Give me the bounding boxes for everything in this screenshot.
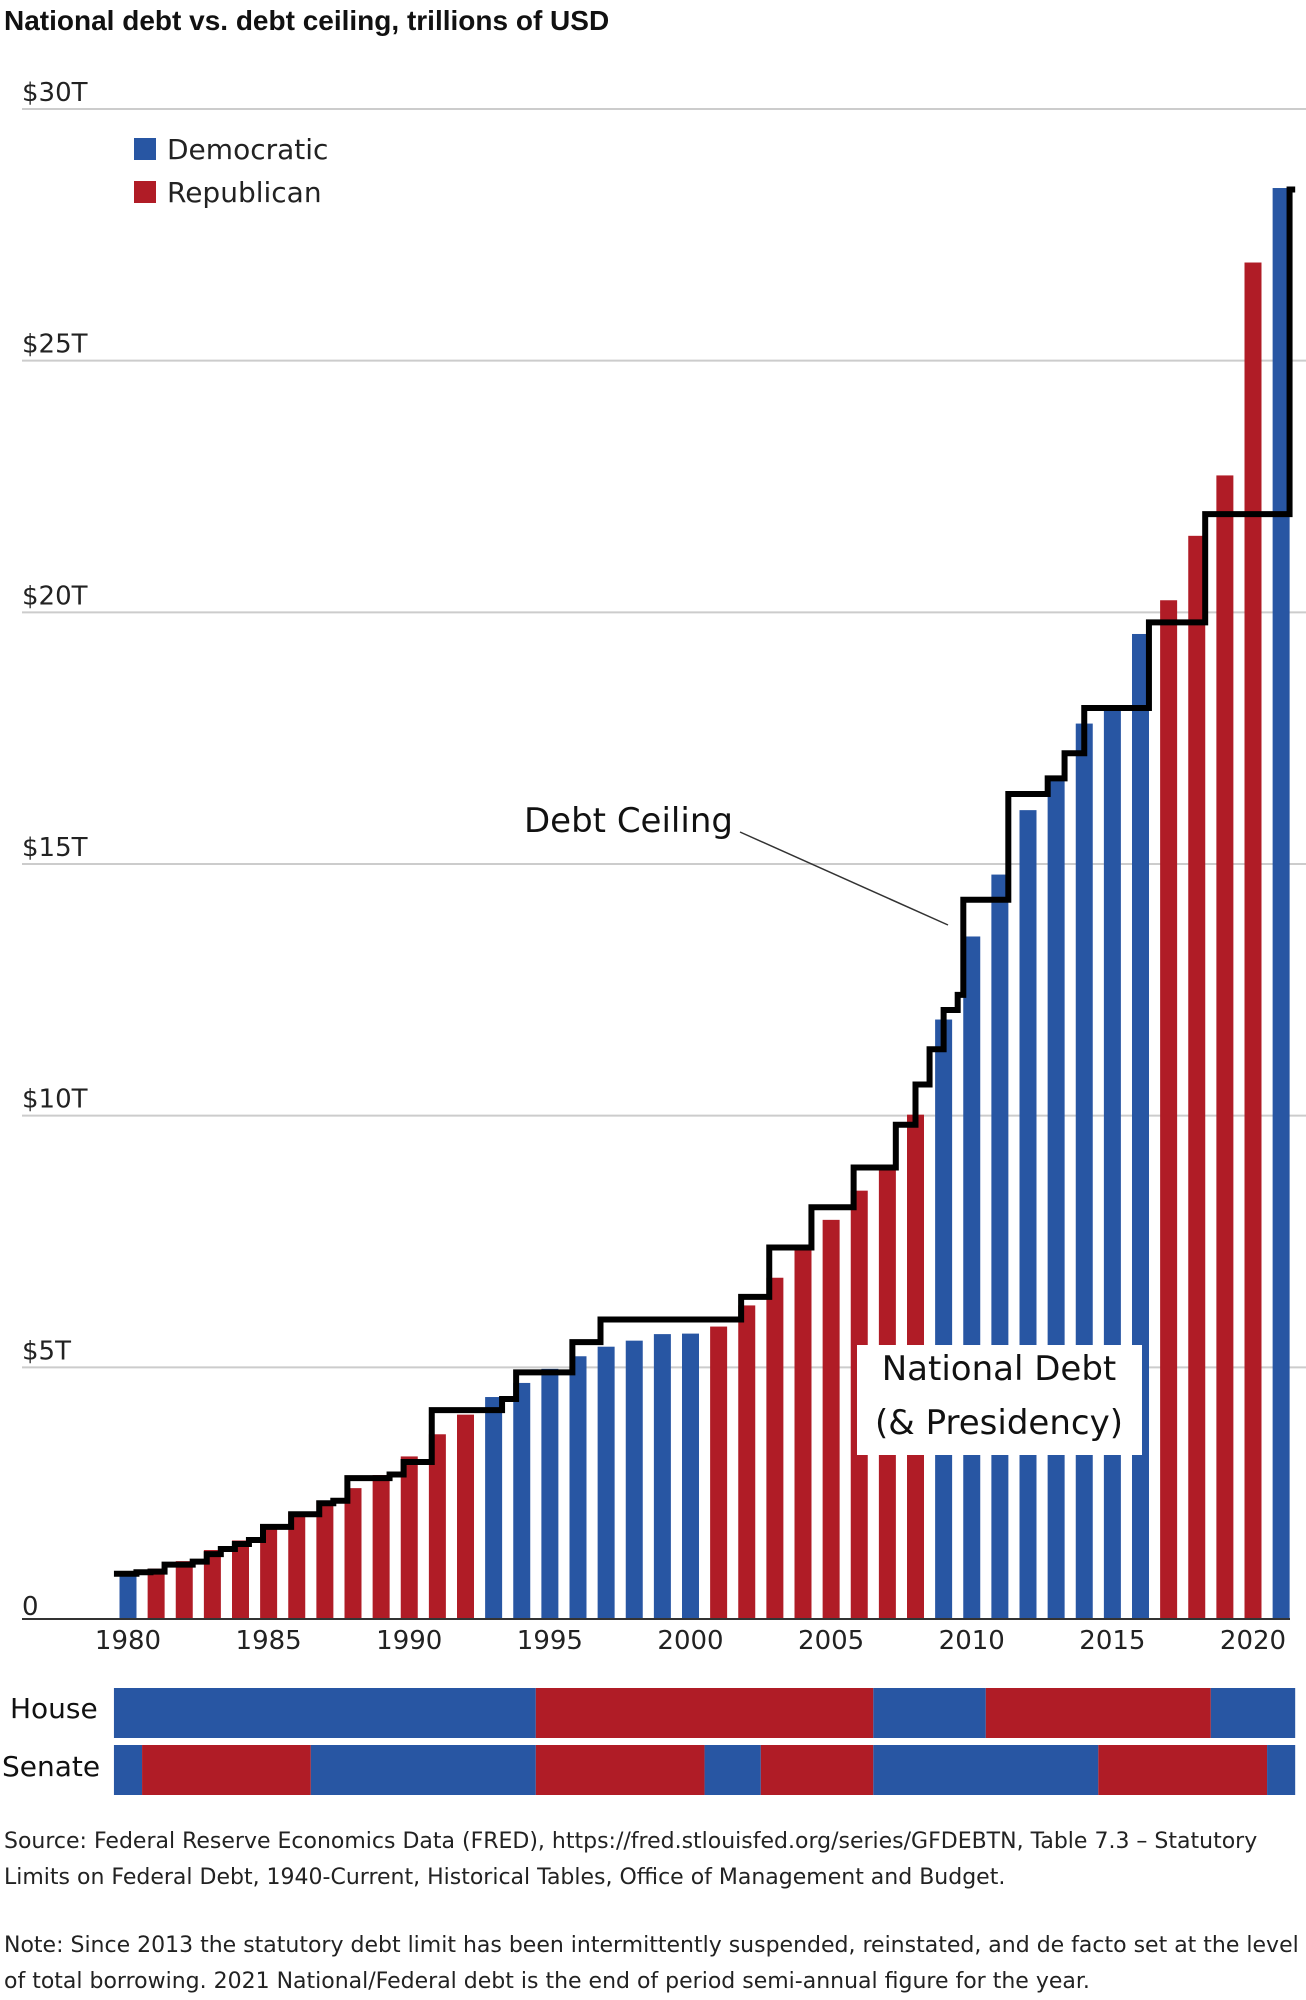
- debt-bar-1994: [513, 1382, 531, 1619]
- debt-bar-1984: [232, 1540, 249, 1619]
- x-tick-label: 2000: [657, 1626, 723, 1656]
- debt-bar-2003: [766, 1277, 784, 1619]
- source-line-2: Limits on Federal Debt, 1940-Current, Hi…: [4, 1865, 1006, 1890]
- debt-bar-2013: [1047, 777, 1065, 1619]
- y-tick-label: $5T: [22, 1336, 71, 1366]
- y-tick-label: $25T: [22, 330, 88, 360]
- debt-bar-1999: [653, 1334, 671, 1619]
- debt-bar-1988: [344, 1488, 362, 1619]
- debt-bar-2010: [963, 936, 981, 1619]
- debt-bar-1989: [372, 1475, 390, 1619]
- debt-bar-2004: [794, 1247, 812, 1619]
- y-tick-label: $10T: [22, 1085, 88, 1115]
- senate-control-segment: [1098, 1745, 1268, 1795]
- debt-bar-1996: [569, 1356, 587, 1619]
- debt-bar-2012: [1019, 810, 1037, 1619]
- x-tick-label: 1990: [376, 1626, 442, 1656]
- debt-bar-1987: [316, 1500, 334, 1619]
- debt-bar-2005: [822, 1219, 840, 1619]
- x-tick-label: 2020: [1220, 1626, 1286, 1656]
- x-tick-label: 1995: [517, 1626, 583, 1656]
- house-control-segment: [1210, 1688, 1296, 1738]
- debt-chart: National debt vs. debt ceiling, trillion…: [2, 5, 1306, 1795]
- debt-bar-1990: [400, 1456, 418, 1619]
- senate-control-segment: [113, 1745, 143, 1795]
- footnote: Note: Since 2013 the statutory debt limi…: [4, 1928, 1300, 2000]
- y-tick-label: $15T: [22, 833, 88, 863]
- senate-control-segment: [310, 1745, 536, 1795]
- debt-bar-2011: [991, 874, 1009, 1619]
- y-tick-label: $20T: [22, 581, 88, 611]
- debt-ceiling-pointer: [739, 831, 949, 926]
- debt-bar-2018: [1188, 535, 1206, 1619]
- house-control-segment: [535, 1688, 874, 1738]
- debt-ceiling-annotation: Debt Ceiling: [524, 801, 949, 926]
- congress-control: House Senate: [2, 1688, 1296, 1795]
- legend-swatch-democratic: [134, 138, 156, 160]
- national-debt-label-line1: National Debt: [882, 1349, 1117, 1389]
- debt-bar-2015: [1103, 705, 1121, 1619]
- house-control-segment: [113, 1688, 536, 1738]
- debt-bar-2009: [935, 1019, 953, 1619]
- debt-ceiling-label: Debt Ceiling: [524, 801, 733, 841]
- legend-label-democratic: Democratic: [167, 133, 328, 166]
- debt-bar-2019: [1216, 475, 1234, 1620]
- note-line-1: Note: Since 2013 the statutory debt limi…: [4, 1933, 1299, 1958]
- legend-label-republican: Republican: [167, 176, 322, 209]
- source-line-1: Source: Federal Reserve Economics Data (…: [4, 1829, 1258, 1854]
- senate-control-segment: [873, 1745, 1099, 1795]
- debt-bar-1998: [625, 1340, 643, 1619]
- x-tick-label: 1980: [95, 1626, 161, 1656]
- debt-bar-1985: [260, 1527, 278, 1619]
- debt-bar-2021: [1272, 188, 1290, 1620]
- debt-bars: [119, 188, 1290, 1620]
- debt-bar-1981: [147, 1568, 165, 1619]
- senate-control-segment: [535, 1745, 705, 1795]
- senate-control-segment: [1267, 1745, 1296, 1795]
- debt-ceiling-line: [113, 186, 1296, 1577]
- house-row-label: House: [10, 1692, 98, 1725]
- y-tick-label: 0: [22, 1592, 39, 1622]
- senate-control-segment: [760, 1745, 874, 1795]
- debt-bar-1993: [485, 1397, 503, 1619]
- debt-bar-1991: [428, 1434, 446, 1619]
- debt-bar-2000: [682, 1333, 699, 1619]
- chart-title: National debt vs. debt ceiling, trillion…: [4, 5, 609, 36]
- x-tick-label: 2015: [1079, 1626, 1145, 1656]
- debt-bar-2020: [1244, 262, 1262, 1620]
- debt-bar-1980: [119, 1573, 137, 1619]
- debt-bar-2002: [738, 1305, 756, 1619]
- y-tick-label: $30T: [22, 78, 88, 108]
- debt-bar-2014: [1075, 723, 1093, 1619]
- debt-bar-1983: [203, 1550, 221, 1619]
- house-control-segment: [873, 1688, 986, 1738]
- note-line-2: of total borrowing. 2021 National/Federa…: [4, 1969, 1090, 1994]
- debt-bar-2017: [1160, 600, 1178, 1619]
- x-tick-label: 1985: [236, 1626, 302, 1656]
- congress-segments: [113, 1688, 1296, 1795]
- y-axis-ticks: 0 $5T $10T $15T $20T $25T $30T: [22, 78, 88, 1622]
- x-tick-label: 2010: [939, 1626, 1005, 1656]
- national-debt-annotation: National Debt (& Presidency): [857, 1345, 1142, 1455]
- debt-bar-1986: [288, 1512, 306, 1619]
- x-axis-ticks: 1980 1985 1990 1995 2000 2005 2010 2015 2020: [95, 1626, 1286, 1656]
- legend-swatch-republican: [134, 181, 156, 203]
- debt-bar-1992: [457, 1414, 474, 1619]
- debt-bar-1997: [597, 1346, 615, 1619]
- legend: Democratic Republican: [134, 133, 328, 209]
- debt-bar-1995: [541, 1368, 559, 1619]
- debt-bar-1982: [175, 1561, 193, 1619]
- x-tick-label: 2005: [798, 1626, 864, 1656]
- national-debt-label-box: [857, 1345, 1142, 1455]
- senate-control-segment: [704, 1745, 761, 1795]
- house-control-segment: [985, 1688, 1211, 1738]
- national-debt-label-line2: (& Presidency): [875, 1403, 1123, 1443]
- senate-row-label: Senate: [2, 1750, 100, 1783]
- source-note: Source: Federal Reserve Economics Data (…: [4, 1824, 1300, 1896]
- debt-bar-2001: [710, 1326, 728, 1619]
- debt-bar-2016: [1132, 633, 1149, 1619]
- senate-control-segment: [142, 1745, 311, 1795]
